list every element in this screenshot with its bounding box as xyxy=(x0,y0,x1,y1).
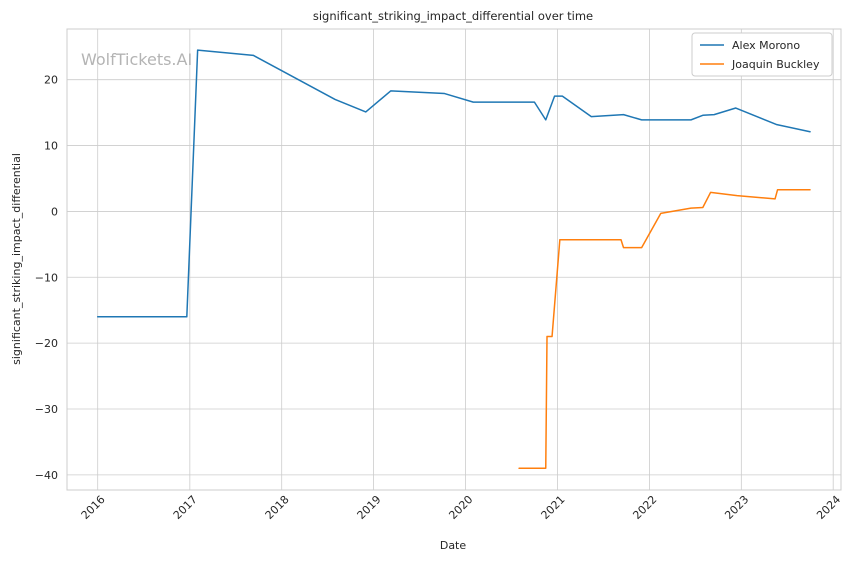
legend-label-joaquin-buckley: Joaquin Buckley xyxy=(731,58,820,71)
y-tick-label: −10 xyxy=(35,271,58,284)
y-tick-label: 20 xyxy=(44,74,58,87)
legend: Alex Morono Joaquin Buckley xyxy=(691,32,833,77)
legend-label-alex-morono: Alex Morono xyxy=(732,39,800,52)
y-axis: −40 −30 −20 −10 0 10 20 xyxy=(35,74,58,482)
chart-title: significant_striking_impact_differential… xyxy=(313,9,593,23)
y-tick-label: −20 xyxy=(35,337,58,350)
plot-frame xyxy=(66,28,842,491)
series-line-joaquin-buckley xyxy=(518,188,811,470)
y-axis-title: significant_striking_impact_differential xyxy=(10,153,23,365)
y-tick-label: −30 xyxy=(35,403,58,416)
y-tick-label: 0 xyxy=(51,205,58,218)
x-axis-title: Date xyxy=(440,539,467,552)
watermark: WolfTickets.AI xyxy=(81,50,192,69)
series-layer xyxy=(96,49,811,470)
x-axis: 2016 2017 2018 2019 2020 2021 2022 2023 2024 xyxy=(79,493,843,522)
plot-area xyxy=(67,29,841,490)
gridlines xyxy=(67,29,841,490)
series-line-alex-morono xyxy=(96,49,811,318)
y-tick-label: 10 xyxy=(44,140,58,153)
y-tick-label: −40 xyxy=(35,469,58,482)
legend-box xyxy=(691,32,833,77)
